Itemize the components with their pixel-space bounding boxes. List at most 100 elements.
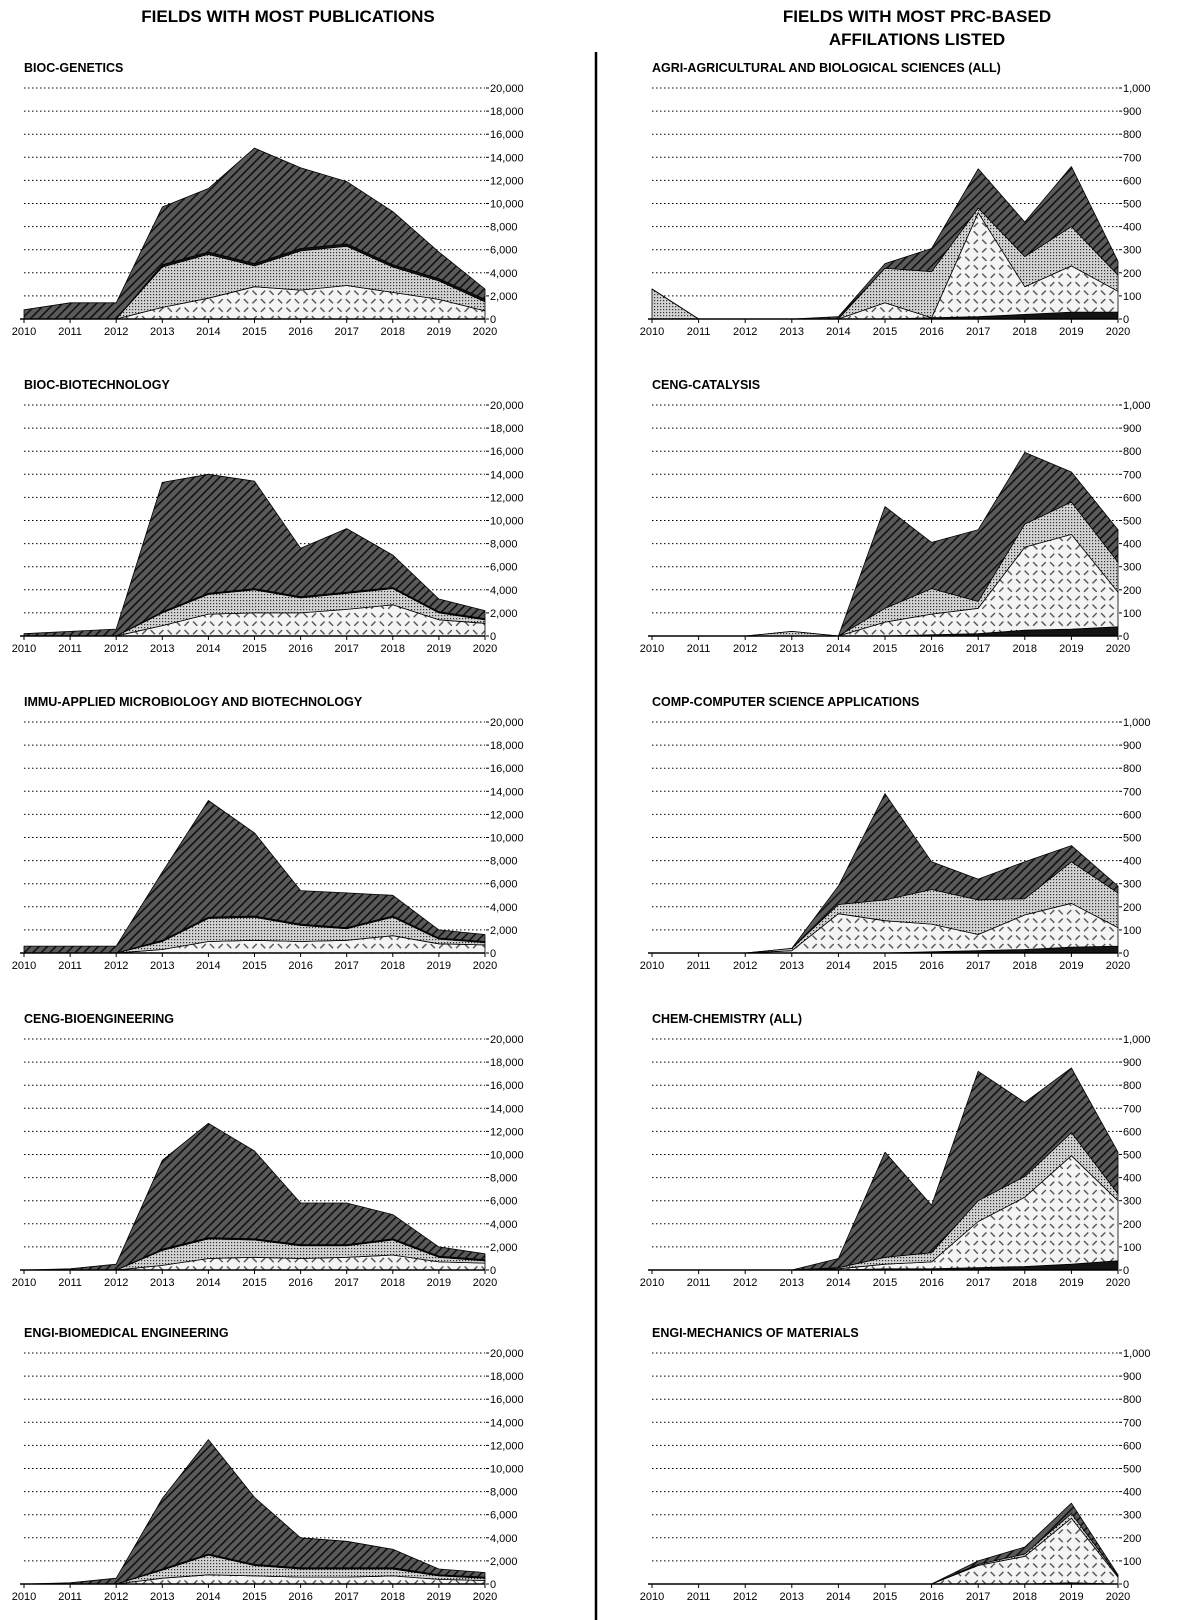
x-tick-label: 2014 xyxy=(196,643,220,655)
x-tick-label: 2010 xyxy=(12,1277,36,1289)
x-tick-label: 2011 xyxy=(687,326,711,338)
x-tick-label: 2018 xyxy=(381,1591,405,1603)
x-tick-label: 2015 xyxy=(873,960,897,972)
y-tick-label: 6,000 xyxy=(490,562,518,574)
y-tick-label: 700 xyxy=(1123,469,1141,481)
x-tick-label: 2018 xyxy=(1013,643,1037,655)
left-column-title: FIELDS WITH MOST PUBLICATIONS xyxy=(141,7,434,26)
y-tick-label: 300 xyxy=(1123,562,1141,574)
y-tick-label: 0 xyxy=(1123,948,1129,960)
y-tick-label: 100 xyxy=(1123,1556,1141,1568)
x-tick-label: 2013 xyxy=(150,960,174,972)
y-tick-label: 0 xyxy=(490,631,496,643)
y-tick-label: 1,000 xyxy=(1123,1348,1151,1360)
x-tick-label: 2016 xyxy=(919,643,943,655)
y-tick-label: 500 xyxy=(1123,1150,1141,1162)
x-tick-label: 2010 xyxy=(12,960,36,972)
y-tick-label: 14,000 xyxy=(490,469,524,481)
x-tick-label: 2019 xyxy=(1059,1277,1083,1289)
y-tick-label: 1,000 xyxy=(1123,717,1151,729)
series-area-hatch xyxy=(23,473,486,637)
x-tick-label: 2014 xyxy=(196,960,220,972)
x-tick-label: 2011 xyxy=(58,1277,82,1289)
y-tick-label: 0 xyxy=(490,1579,496,1591)
x-tick-label: 2011 xyxy=(687,1591,711,1603)
chart-panel: CHEM-CHEMISTRY (ALL) 0 100 200 300 400 500 600 7… xyxy=(640,1012,1151,1289)
y-tick-label: 14,000 xyxy=(490,1417,524,1429)
chart-title: CENG-BIOENGINEERING xyxy=(24,1012,174,1026)
x-tick-label: 2011 xyxy=(687,643,711,655)
x-tick-label: 2020 xyxy=(473,643,497,655)
y-tick-label: 600 xyxy=(1123,175,1141,187)
y-tick-label: 600 xyxy=(1123,1440,1141,1452)
chart-title: CENG-CATALYSIS xyxy=(652,378,760,392)
x-tick-label: 2020 xyxy=(1106,960,1130,972)
chart-title: BIOC-BIOTECHNOLOGY xyxy=(24,378,170,392)
y-tick-label: 2,000 xyxy=(490,608,518,620)
x-tick-label: 2019 xyxy=(1059,1591,1083,1603)
x-tick-label: 2018 xyxy=(381,326,405,338)
x-tick-label: 2010 xyxy=(640,1277,664,1289)
x-tick-label: 2011 xyxy=(687,1277,711,1289)
x-tick-label: 2019 xyxy=(1059,643,1083,655)
y-tick-label: 800 xyxy=(1123,446,1141,458)
y-tick-label: 1,000 xyxy=(1123,400,1151,412)
x-tick-label: 2014 xyxy=(826,643,850,655)
x-tick-label: 2013 xyxy=(150,1591,174,1603)
x-tick-label: 2019 xyxy=(427,1277,451,1289)
y-tick-label: 16,000 xyxy=(490,446,524,458)
y-tick-label: 16,000 xyxy=(490,1394,524,1406)
x-tick-label: 2014 xyxy=(196,1591,220,1603)
chart-panel: BIOC-GENETICS 0 2,000 4,000 6,000 8,000 10,000… xyxy=(12,61,524,338)
y-tick-label: 2,000 xyxy=(490,291,518,303)
series-area-hatch xyxy=(23,800,486,954)
x-tick-label: 2020 xyxy=(1106,1591,1130,1603)
x-tick-label: 2015 xyxy=(873,326,897,338)
y-tick-label: 100 xyxy=(1123,925,1141,937)
x-tick-label: 2018 xyxy=(1013,1277,1037,1289)
y-tick-label: 2,000 xyxy=(490,1242,518,1254)
y-tick-label: 200 xyxy=(1123,902,1141,914)
y-tick-label: 500 xyxy=(1123,516,1141,528)
y-tick-label: 20,000 xyxy=(490,400,524,412)
y-tick-label: 100 xyxy=(1123,291,1141,303)
y-tick-label: 14,000 xyxy=(490,1103,524,1115)
y-tick-label: 2,000 xyxy=(490,1556,518,1568)
y-tick-label: 100 xyxy=(1123,1242,1141,1254)
x-tick-label: 2012 xyxy=(104,1591,128,1603)
y-tick-label: 0 xyxy=(490,314,496,326)
y-tick-label: 2,000 xyxy=(490,925,518,937)
y-tick-label: 10,000 xyxy=(490,516,524,528)
chart-panel: CENG-CATALYSIS 0 100 200 300 400 500 600 700 800 9… xyxy=(640,378,1151,655)
y-tick-label: 10,000 xyxy=(490,1464,524,1476)
y-tick-label: 900 xyxy=(1123,1057,1141,1069)
x-tick-label: 2016 xyxy=(288,643,312,655)
x-tick-label: 2012 xyxy=(733,1277,757,1289)
x-tick-label: 2013 xyxy=(780,643,804,655)
y-tick-label: 18,000 xyxy=(490,1057,524,1069)
x-tick-label: 2018 xyxy=(381,960,405,972)
x-tick-label: 2014 xyxy=(826,326,850,338)
y-tick-label: 300 xyxy=(1123,879,1141,891)
y-tick-label: 20,000 xyxy=(490,1348,524,1360)
y-tick-label: 18,000 xyxy=(490,106,524,118)
x-tick-label: 2016 xyxy=(288,1591,312,1603)
y-tick-label: 900 xyxy=(1123,423,1141,435)
y-tick-label: 6,000 xyxy=(490,879,518,891)
right-column-title-line2: AFFILATIONS LISTED xyxy=(829,30,1005,49)
y-tick-label: 300 xyxy=(1123,245,1141,257)
y-tick-label: 16,000 xyxy=(490,129,524,141)
x-tick-label: 2018 xyxy=(381,1277,405,1289)
chart-panel: CENG-BIOENGINEERING 0 2,000 4,000 6,000 8,000… xyxy=(12,1012,524,1289)
x-tick-label: 2019 xyxy=(427,643,451,655)
y-tick-label: 16,000 xyxy=(490,1080,524,1092)
x-tick-label: 2016 xyxy=(919,1277,943,1289)
chart-title: ENGI-BIOMEDICAL ENGINEERING xyxy=(24,1326,229,1340)
chart-panel: IMMU-APPLIED MICROBIOLOGY AND BIOTECHNOL… xyxy=(12,695,524,972)
x-tick-label: 2020 xyxy=(473,960,497,972)
y-tick-label: 10,000 xyxy=(490,1150,524,1162)
y-tick-label: 600 xyxy=(1123,809,1141,821)
x-tick-label: 2014 xyxy=(826,1277,850,1289)
y-tick-label: 300 xyxy=(1123,1510,1141,1522)
x-tick-label: 2013 xyxy=(780,1277,804,1289)
